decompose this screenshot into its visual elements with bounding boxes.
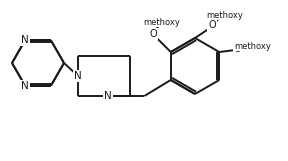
Text: N: N [21,35,29,46]
Text: N: N [104,91,112,101]
Text: methoxy: methoxy [206,10,243,19]
Text: O: O [208,20,216,30]
Text: N: N [21,80,29,90]
Text: N: N [74,71,82,81]
Text: O: O [234,44,241,54]
Text: methoxy: methoxy [143,18,180,27]
Text: O: O [150,29,158,39]
Text: methoxy: methoxy [234,42,271,51]
